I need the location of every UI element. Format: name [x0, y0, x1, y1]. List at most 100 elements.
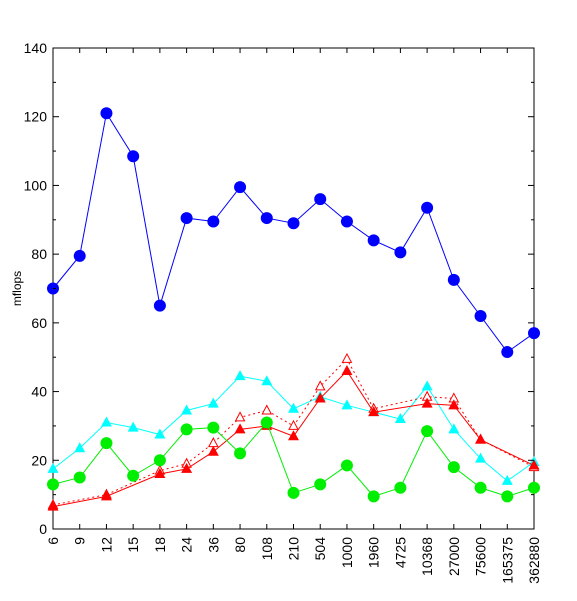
- data-point: [234, 411, 246, 422]
- data-point: [73, 249, 86, 262]
- data-point: [501, 346, 514, 359]
- data-point: [261, 404, 273, 415]
- data-point: [475, 452, 487, 463]
- y-tick-label: 120: [24, 109, 48, 125]
- data-point: [367, 490, 380, 503]
- y-tick-label: 40: [31, 384, 47, 400]
- data-point: [448, 399, 460, 410]
- data-point: [528, 327, 540, 340]
- x-tick-label: 10368: [419, 537, 435, 576]
- data-point: [207, 445, 219, 456]
- data-point: [341, 352, 353, 363]
- data-point: [47, 478, 59, 491]
- y-tick-label: 140: [24, 40, 48, 56]
- data-point: [73, 471, 86, 484]
- x-tick-label: 75600: [473, 537, 489, 576]
- data-point: [288, 419, 299, 430]
- data-point: [288, 430, 299, 441]
- data-point: [234, 181, 247, 194]
- x-tick-label: 504: [312, 537, 328, 561]
- data-point: [260, 416, 273, 429]
- data-point: [261, 375, 273, 386]
- x-tick-label: 108: [259, 537, 275, 561]
- data-point: [234, 447, 247, 460]
- y-tick-label: 0: [39, 521, 47, 537]
- data-point: [528, 459, 540, 470]
- x-tick-label: 80: [232, 537, 248, 553]
- x-tick-label: 165375: [499, 537, 515, 584]
- y-tick-label: 80: [31, 246, 47, 262]
- data-point: [314, 380, 326, 391]
- data-point: [394, 481, 407, 494]
- data-point: [153, 454, 166, 467]
- data-point: [394, 413, 406, 424]
- x-tick-label: 6: [45, 537, 61, 545]
- x-tick-label: 362880: [526, 537, 542, 584]
- data-point: [127, 150, 140, 163]
- data-point: [180, 212, 193, 225]
- data-point: [287, 486, 300, 499]
- data-point: [207, 397, 219, 408]
- data-point: [154, 468, 166, 479]
- series-0: [47, 107, 540, 359]
- data-point: [47, 500, 59, 511]
- data-point: [287, 217, 300, 230]
- data-point: [314, 193, 327, 206]
- data-point: [234, 423, 246, 434]
- series-4: [47, 416, 540, 503]
- data-point: [314, 478, 327, 491]
- data-point: [127, 421, 139, 432]
- data-point: [341, 364, 353, 375]
- data-point: [154, 428, 166, 439]
- y-tick-label: 60: [31, 315, 47, 331]
- data-point: [100, 437, 113, 450]
- data-point: [501, 474, 513, 485]
- y-axis-title: mflops: [10, 271, 24, 306]
- x-tick-label: 24: [179, 537, 195, 553]
- data-point: [421, 397, 433, 408]
- data-point: [181, 462, 193, 473]
- data-point: [314, 392, 326, 403]
- data-point: [421, 201, 434, 214]
- data-point: [448, 423, 460, 434]
- x-tick-label: 27000: [446, 537, 462, 576]
- data-point: [207, 215, 220, 228]
- data-point: [447, 461, 460, 474]
- data-point: [180, 423, 193, 436]
- data-point: [100, 490, 112, 501]
- series-line: [52, 358, 535, 506]
- x-tick-label: 9: [72, 537, 88, 545]
- data-point: [181, 404, 193, 415]
- data-point: [367, 234, 380, 247]
- x-tick-label: 18: [152, 537, 168, 553]
- data-point: [394, 246, 407, 259]
- x-tick-label: 15: [125, 537, 141, 553]
- data-point: [100, 416, 112, 427]
- x-tick-label: 36: [205, 537, 221, 553]
- x-tick-label: 4725: [392, 537, 408, 568]
- data-point: [474, 309, 487, 322]
- data-point: [74, 442, 86, 453]
- data-point: [528, 481, 540, 494]
- y-tick-label: 20: [31, 452, 47, 468]
- y-tick-label: 100: [24, 177, 48, 193]
- series-1: [47, 370, 540, 485]
- x-tick-label: 210: [286, 537, 302, 561]
- data-point: [127, 469, 140, 482]
- data-point: [100, 107, 113, 120]
- data-point: [288, 402, 299, 413]
- data-point: [260, 212, 273, 225]
- x-tick-label: 1000: [339, 537, 355, 568]
- data-point: [207, 421, 220, 434]
- data-point: [340, 459, 353, 472]
- data-point: [153, 299, 166, 312]
- data-point: [234, 370, 246, 381]
- data-point: [47, 462, 59, 473]
- data-point: [340, 215, 353, 228]
- x-tick-label: 1960: [366, 537, 382, 568]
- data-point: [421, 425, 434, 438]
- data-point: [421, 380, 433, 391]
- data-point: [341, 399, 353, 410]
